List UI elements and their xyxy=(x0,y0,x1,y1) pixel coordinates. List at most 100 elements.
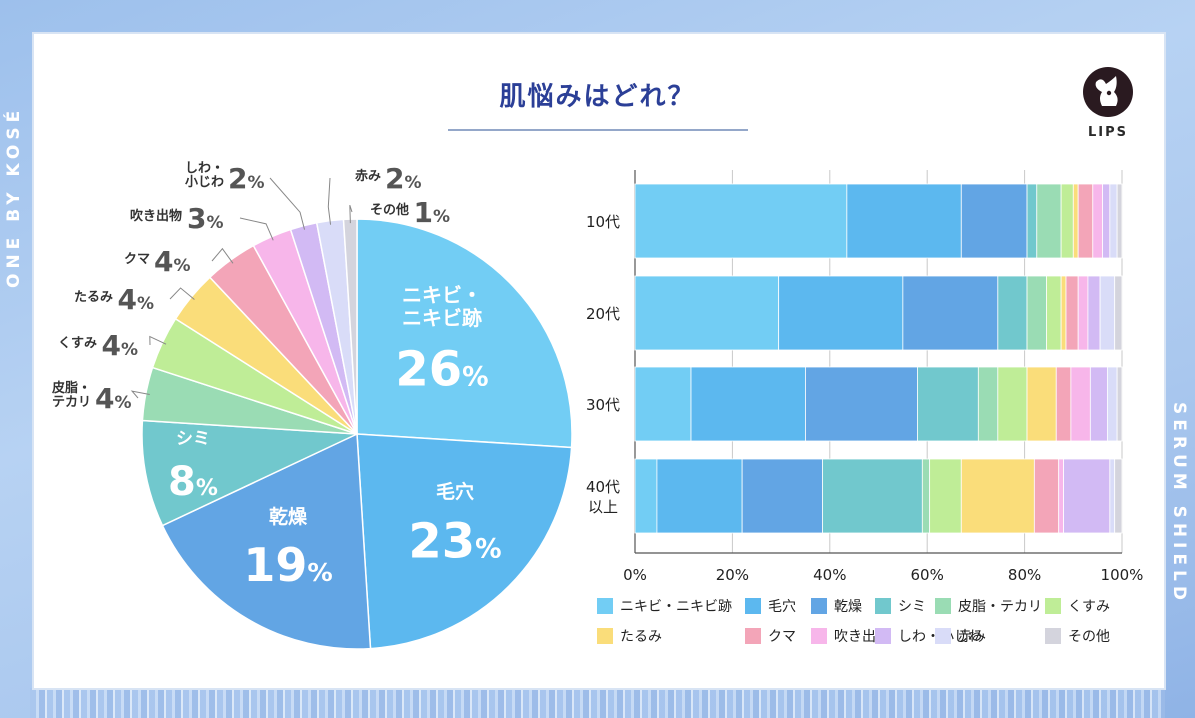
bar-segment xyxy=(997,275,1028,351)
bar-segment xyxy=(634,458,658,534)
legend-swatch xyxy=(597,628,613,644)
pie-slice xyxy=(141,419,358,527)
bar-segment xyxy=(917,366,979,442)
pie-label: 赤み xyxy=(355,168,381,184)
legend-item: 吹き出物 xyxy=(811,626,890,646)
legend-item: くすみ xyxy=(1045,596,1115,616)
pie-percent: 4% xyxy=(95,382,132,415)
legend-label: 皮脂・テカリ xyxy=(958,599,1042,615)
bar-segment xyxy=(634,183,848,259)
chart-title: 肌悩みはどれ？ xyxy=(499,82,696,112)
legend-swatch xyxy=(811,598,827,614)
bar-segment xyxy=(1116,366,1123,442)
legend-item: シミ xyxy=(875,596,935,616)
bar-segment xyxy=(1116,183,1123,259)
legend-swatch xyxy=(875,598,891,614)
bar-segment xyxy=(1070,366,1091,442)
legend-label: 乾燥 xyxy=(834,599,862,615)
pie-outside-label: 吹き出物 3% xyxy=(130,202,224,235)
pie-percent: 4% xyxy=(154,245,191,278)
pie-label: 吹き出物 xyxy=(130,208,182,224)
pie-outside-label: クマ 4% xyxy=(124,245,191,278)
pie-percent: 3% xyxy=(187,202,224,235)
bar-segment xyxy=(960,458,1035,534)
legend-label: たるみ xyxy=(620,629,662,645)
pie-percent: 2% xyxy=(385,162,422,195)
bar-segment xyxy=(634,275,780,351)
bar-segment xyxy=(1055,366,1072,442)
x-tick-label: 40% xyxy=(813,566,846,584)
legend-item: たるみ xyxy=(597,626,745,646)
legend-swatch xyxy=(935,628,951,644)
bar-segment xyxy=(1109,458,1116,534)
bar-segment xyxy=(1060,183,1074,259)
legend-item: しわ・小じわ xyxy=(875,626,982,646)
bar-segment xyxy=(1072,183,1079,259)
bar-segment xyxy=(1106,366,1118,442)
pie-outside-label: くすみ 4% xyxy=(58,329,138,362)
pie-label: しわ・ xyxy=(185,161,224,176)
bar-segment xyxy=(822,458,923,534)
pie-label: 乾燥 xyxy=(269,505,308,528)
pie-percent: 19% xyxy=(243,538,332,592)
legend-item: 皮脂・テカリ xyxy=(935,596,1045,616)
pie-label: 毛穴 xyxy=(436,480,474,503)
pie-label: ニキビ跡 xyxy=(402,306,482,330)
pie-outside-label: しわ・小じわ 2% xyxy=(185,161,265,195)
bar-segment xyxy=(960,183,1028,259)
x-tick-label: 100% xyxy=(1101,566,1144,584)
bar-segment xyxy=(1026,275,1047,351)
legend-label: シミ xyxy=(898,599,926,615)
pie-outside-label: その他 1% xyxy=(370,196,450,229)
bar-segment xyxy=(1109,183,1118,259)
category-label: 30代 xyxy=(586,396,620,414)
pie-percent: 4% xyxy=(118,283,155,316)
bar-segment xyxy=(1089,366,1108,442)
leader-line xyxy=(239,217,274,241)
legend-item: その他 xyxy=(1045,626,1115,646)
bar-segment xyxy=(656,458,743,534)
legend-swatch xyxy=(875,628,891,644)
category-label: 以上 xyxy=(588,498,618,516)
leader-line xyxy=(169,287,195,300)
legend-swatch xyxy=(745,598,761,614)
bar-segment xyxy=(1026,366,1057,442)
bar-segment xyxy=(805,366,918,442)
legend-label: ニキビ・ニキビ跡 xyxy=(620,599,732,615)
leader-line xyxy=(149,335,167,346)
legend-label: くすみ xyxy=(1068,599,1110,615)
bar-segment xyxy=(921,458,931,534)
bar-segment xyxy=(1058,458,1064,534)
pie-label: テカリ xyxy=(52,395,91,410)
logo-text: LIPS xyxy=(1087,125,1128,140)
legend-label: 赤み xyxy=(958,629,986,645)
bar-segment xyxy=(997,366,1028,442)
brand-right-text: SERUM SHIELD xyxy=(1169,402,1189,605)
category-label: 10代 xyxy=(586,213,620,231)
lips-logo-icon xyxy=(1083,67,1133,117)
legend-label: 毛穴 xyxy=(768,599,796,615)
pie-percent: 1% xyxy=(414,196,451,229)
legend-swatch xyxy=(745,628,761,644)
bar-segment xyxy=(1060,275,1067,351)
bar-segment xyxy=(1036,183,1062,259)
legend-item: クマ xyxy=(745,626,811,646)
leader-line xyxy=(211,247,234,264)
bar-segment xyxy=(1033,458,1060,534)
legend-swatch xyxy=(597,598,613,614)
pie-label: クマ xyxy=(124,252,150,267)
pie-slice xyxy=(356,433,573,650)
bar-segment xyxy=(1063,458,1111,534)
bar-segment xyxy=(1114,275,1123,351)
legend-item: ニキビ・ニキビ跡 xyxy=(597,596,745,616)
glitter-border xyxy=(30,688,1165,718)
pie-outside-label: たるみ 4% xyxy=(74,283,154,316)
pie-label: くすみ xyxy=(58,336,97,351)
bar-segment xyxy=(690,366,806,442)
bar-segment xyxy=(846,183,962,259)
legend-item: 毛穴 xyxy=(745,596,811,616)
bar-segment xyxy=(778,275,904,351)
pie-label: ニキビ・ xyxy=(402,283,482,307)
legend-label: クマ xyxy=(768,629,796,645)
